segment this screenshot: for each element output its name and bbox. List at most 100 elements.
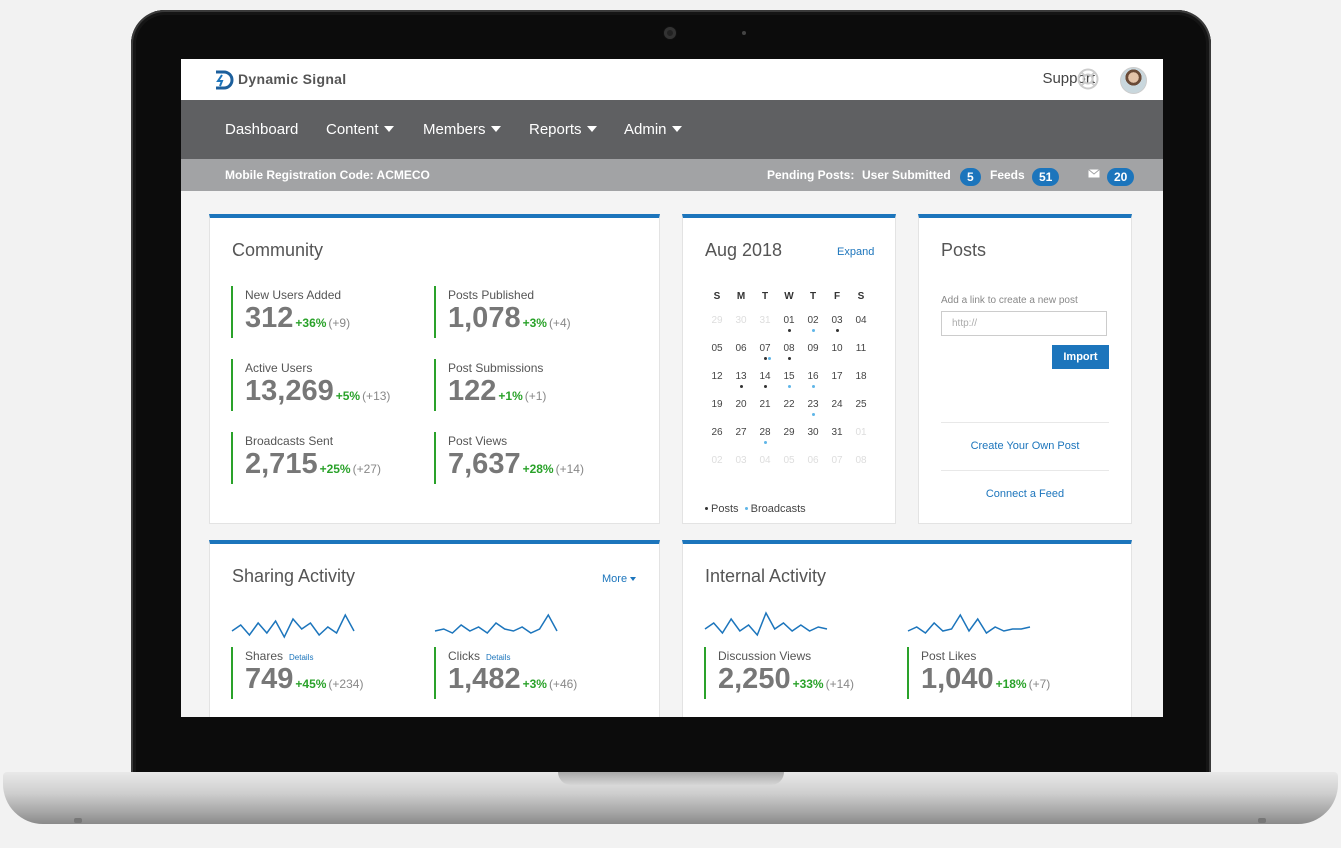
stat-value: 1,482 [448,663,521,695]
stat-block: Discussion Views 2,250 +33% (+14) [704,647,854,699]
broadcast-dot-icon [811,413,815,416]
calendar-day[interactable]: 10 [831,343,843,354]
calendar-day[interactable]: 03 [735,455,747,466]
calendar-day[interactable]: 15 [783,371,795,382]
calendar-day[interactable]: 08 [783,343,795,354]
calendar-day[interactable]: 13 [735,371,747,382]
calendar-day[interactable]: 06 [735,343,747,354]
calendar-day[interactable]: 29 [783,427,795,438]
calendar-day[interactable]: 03 [831,315,843,326]
stat-block: Posts Published 1,078 +3% (+4) [434,286,571,338]
connect-feed-link[interactable]: Connect a Feed [985,488,1065,500]
top-bar: Dynamic Signal Support [181,59,1163,100]
feeds-link[interactable]: Feeds [990,168,1025,182]
calendar-day[interactable]: 04 [759,455,771,466]
calendar-day[interactable]: 24 [831,399,843,410]
calendar-day[interactable]: 11 [855,343,867,354]
nav-admin[interactable]: Admin [624,121,682,138]
calendar-day[interactable]: 20 [735,399,747,410]
stat-block: Post Submissions 122 +1% (+1) [434,359,546,411]
stat-percent-change: +3% [522,677,547,691]
calendar-day[interactable]: 01 [783,315,795,326]
post-url-input[interactable]: http:// [941,311,1107,336]
import-button[interactable]: Import [1052,345,1109,369]
nav-content[interactable]: Content [326,121,394,138]
calendar-day[interactable]: 07 [759,343,771,354]
expand-link[interactable]: Expand [837,246,875,258]
stat-value: 1,040 [921,663,994,695]
post-dot-icon [787,357,791,360]
calendar-day[interactable]: 12 [711,371,723,382]
sparkline [704,611,828,637]
sparkline [907,613,1031,635]
calendar-day[interactable]: 30 [735,315,747,326]
more-dropdown[interactable]: More [602,573,637,585]
calendar-day[interactable]: 06 [807,455,819,466]
lifebuoy-icon[interactable] [1077,68,1099,90]
main-nav: Dashboard Content Members Reports Admin [181,100,1163,159]
create-post-link[interactable]: Create Your Own Post [970,440,1080,452]
calendar-day[interactable]: 05 [783,455,795,466]
calendar-month: Aug 2018 [705,240,783,260]
calendar-day[interactable]: 31 [831,427,843,438]
details-link[interactable]: Details [486,653,511,662]
post-hint: Add a link to create a new post [941,295,1078,306]
broadcast-dot-icon [787,385,791,388]
calendar-day[interactable]: 07 [831,455,843,466]
card-title: Sharing Activity [232,566,356,586]
calendar-day[interactable]: 18 [855,371,867,382]
calendar-day[interactable]: 02 [711,455,723,466]
caret-down-icon [630,577,637,581]
calendar-day[interactable]: 25 [855,399,867,410]
nav-label: Content [326,121,379,138]
calendar-day[interactable]: 29 [711,315,723,326]
calendar-day[interactable]: 02 [807,315,819,326]
calendar-day[interactable]: 05 [711,343,723,354]
stat-delta: (+4) [548,316,571,330]
calendar-day[interactable]: 14 [759,371,771,382]
calendar-day[interactable]: 08 [855,455,867,466]
calendar-day[interactable]: 23 [807,399,819,410]
stat-label-text: Broadcasts Sent [245,434,334,448]
nav-members[interactable]: Members [423,121,501,138]
laptop-notch [558,772,784,785]
calendar-day[interactable]: 01 [855,427,867,438]
nav-reports[interactable]: Reports [529,121,597,138]
nav-dashboard[interactable]: Dashboard [225,121,298,138]
calendar-day[interactable]: 31 [759,315,771,326]
calendar-day[interactable]: 26 [711,427,723,438]
calendar-day[interactable]: 04 [855,315,867,326]
stat-percent-change: +18% [995,677,1027,691]
calendar-day[interactable]: 16 [807,371,819,382]
stat-percent-change: +45% [295,677,327,691]
user-submitted-badge[interactable]: 5 [960,168,981,186]
calendar-day[interactable]: 28 [759,427,771,438]
feeds-badge[interactable]: 51 [1032,168,1060,186]
camera-sensor [742,31,746,35]
stat-percent-change: +33% [792,677,824,691]
messages-badge[interactable]: 20 [1107,168,1135,186]
stat-delta: (+234) [328,677,364,691]
weekday-label: T [761,291,769,302]
camera-icon [664,27,676,39]
stat-percent-change: +3% [522,316,547,330]
calendar-day[interactable]: 09 [807,343,819,354]
posts-card: Posts Add a link to create a new post ht… [918,214,1132,524]
stat-delta: (+14) [825,677,854,691]
envelope-icon[interactable] [1088,169,1100,178]
calendar-day[interactable]: 19 [711,399,723,410]
calendar-day[interactable]: 22 [783,399,795,410]
stat-label-text: Clicks [448,649,480,663]
stat-label: New Users Added [245,288,350,302]
calendar-day[interactable]: 17 [831,371,843,382]
calendar-day[interactable]: 21 [759,399,771,410]
calendar-card: Aug 2018 Expand Posts Broadcasts S M T W T F S… [682,214,896,524]
user-avatar[interactable] [1120,67,1147,94]
calendar-day[interactable]: 30 [807,427,819,438]
details-link[interactable]: Details [289,653,314,662]
sparkline [231,613,355,639]
calendar-day[interactable]: 27 [735,427,747,438]
user-submitted-link[interactable]: User Submitted [862,168,951,182]
laptop-foot [74,818,82,823]
stat-label-text: Active Users [245,361,313,375]
